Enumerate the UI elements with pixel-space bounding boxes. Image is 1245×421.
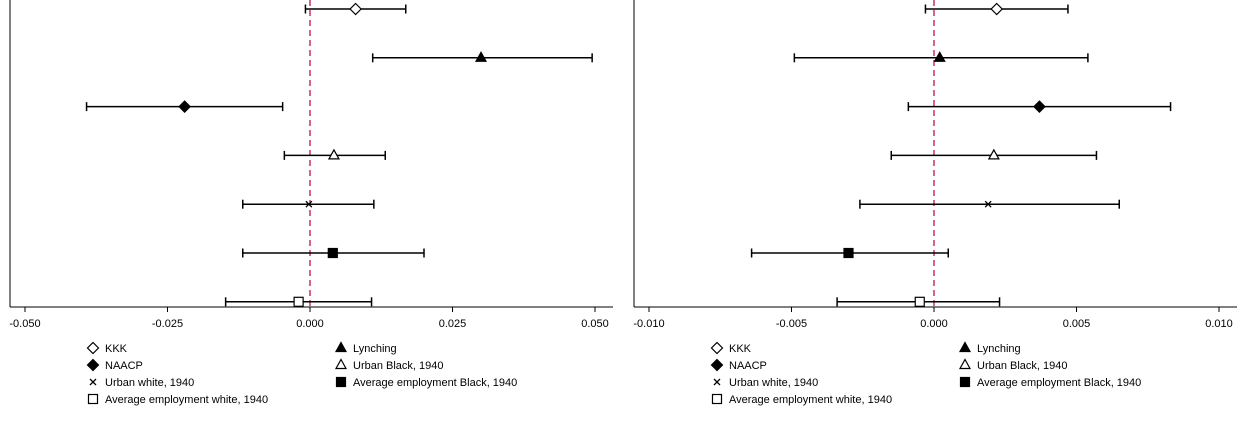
legend-marker: [89, 378, 97, 386]
legend-label: Urban Black, 1940: [353, 360, 444, 372]
legend-marker: [334, 341, 348, 353]
legend-1: KKK Lynching NAACP Urban Black, 1940 Urban w…: [86, 341, 517, 406]
x-tick-label: 0.000: [920, 318, 948, 330]
x-tick-label: -0.010: [633, 318, 664, 330]
estimate-naacp: [85, 100, 284, 113]
x-tick-label: 0.025: [439, 318, 467, 330]
legend-marker: [86, 358, 100, 372]
legend-label: Urban white, 1940: [729, 377, 818, 389]
estimate-naacp: [907, 100, 1172, 113]
legend-marker: [710, 341, 724, 355]
point-estimate-marker: [990, 2, 1004, 16]
x-tick-label: -0.050: [9, 318, 40, 330]
estimate-average-employment-white-1940: [224, 296, 373, 307]
x-tick-label: 0.000: [296, 318, 324, 330]
legend-marker: [335, 376, 347, 388]
legend-2: KKK Lynching NAACP Urban Black, 1940 Urban w…: [710, 341, 1141, 406]
legend-label: Lynching: [353, 343, 397, 355]
estimate-lynching: [793, 51, 1089, 63]
estimate-kkk: [304, 2, 407, 16]
point-estimate-marker: [987, 148, 1000, 160]
estimate-average-employment-black-1940: [241, 247, 425, 259]
point-estimate-marker: [349, 2, 362, 16]
estimate-average-employment-white-1940: [836, 296, 1001, 307]
point-estimate-marker: [984, 200, 992, 208]
legend-marker: [710, 358, 724, 372]
legend-label: NAACP: [105, 360, 143, 372]
legend-marker: [713, 378, 721, 386]
legend-label: Average employment Black, 1940: [353, 377, 517, 389]
estimate-urban-white-1940: [859, 199, 1120, 209]
point-estimate-marker: [1033, 100, 1046, 113]
point-estimate-marker: [914, 296, 925, 307]
x-tick-label: -0.005: [776, 318, 807, 330]
legend-label: Lynching: [977, 343, 1021, 355]
legend-marker: [958, 358, 972, 370]
x-tick-label: 0.005: [1063, 318, 1091, 330]
legend-label: Average employment Black, 1940: [977, 377, 1141, 389]
legend-label: Urban white, 1940: [105, 377, 194, 389]
estimate-kkk: [924, 2, 1069, 16]
legend-label: NAACP: [729, 360, 767, 372]
point-estimate-marker: [327, 247, 338, 259]
x-tick-label: 0.050: [581, 318, 609, 330]
estimate-lynching: [371, 51, 593, 63]
legend-label: KKK: [105, 343, 128, 355]
legend-marker: [87, 393, 99, 405]
legend-marker: [958, 341, 972, 353]
point-estimate-marker: [327, 148, 340, 160]
point-estimate-marker: [178, 100, 191, 113]
legend-label: Average employment white, 1940: [105, 394, 268, 406]
legend-marker: [86, 341, 100, 355]
panel-1: -0.050 -0.025 0.000 0.025 0.050 KKK Lynching NA…: [9, 0, 613, 406]
point-estimate-marker: [293, 296, 304, 307]
legend-marker: [711, 393, 723, 405]
point-estimate-marker: [305, 200, 313, 208]
point-estimate-marker: [843, 247, 854, 259]
estimate-urban-black-1940: [283, 148, 386, 160]
legend-label: Urban Black, 1940: [977, 360, 1068, 372]
x-tick-label: -0.025: [152, 318, 183, 330]
legend-marker: [334, 358, 348, 370]
legend-label: Average employment white, 1940: [729, 394, 892, 406]
estimate-urban-white-1940: [241, 199, 375, 209]
panel-2: -0.010 -0.005 0.000 0.005 0.010 KKK Lynching NA…: [633, 0, 1237, 406]
legend-marker: [959, 376, 971, 388]
point-estimate-marker: [933, 51, 946, 62]
estimate-urban-black-1940: [890, 148, 1098, 160]
estimate-average-employment-black-1940: [750, 247, 949, 259]
point-estimate-marker: [474, 51, 488, 62]
legend-label: KKK: [729, 343, 752, 355]
x-tick-label: 0.010: [1205, 318, 1233, 330]
